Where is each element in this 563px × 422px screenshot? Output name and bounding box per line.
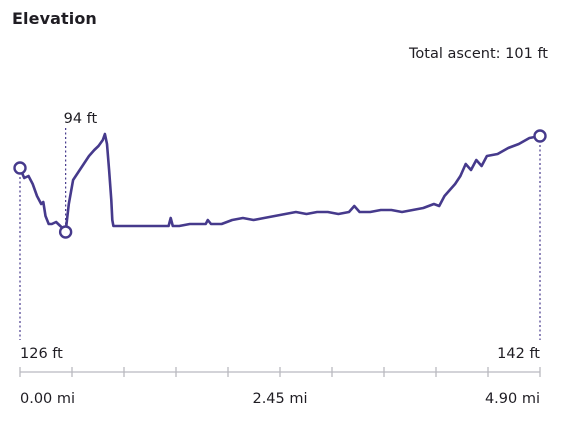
x-axis bbox=[19, 367, 541, 377]
elevation-point-label: 142 ft bbox=[497, 346, 540, 362]
page-title: Elevation bbox=[12, 9, 97, 28]
elevation-line bbox=[18, 132, 542, 234]
guide-lines bbox=[19, 128, 541, 340]
x-tick-label: 2.45 mi bbox=[252, 391, 307, 407]
elevation-point-marker bbox=[533, 129, 547, 143]
elevation-point-label: 126 ft bbox=[20, 346, 63, 362]
total-ascent-label: Total ascent: 101 ft bbox=[409, 46, 548, 62]
series-group bbox=[18, 132, 542, 234]
x-tick-label: 0.00 mi bbox=[20, 391, 75, 407]
x-tick-label: 4.90 mi bbox=[485, 391, 540, 407]
markers bbox=[13, 129, 547, 239]
elevation-point-marker bbox=[58, 225, 73, 239]
labels: 0.00 mi 2.45 mi 4.90 mi 126 ft 94 ft 142 ft bbox=[20, 111, 540, 407]
elevation-point-label: 94 ft bbox=[64, 111, 98, 127]
elevation-point-marker bbox=[13, 161, 27, 175]
